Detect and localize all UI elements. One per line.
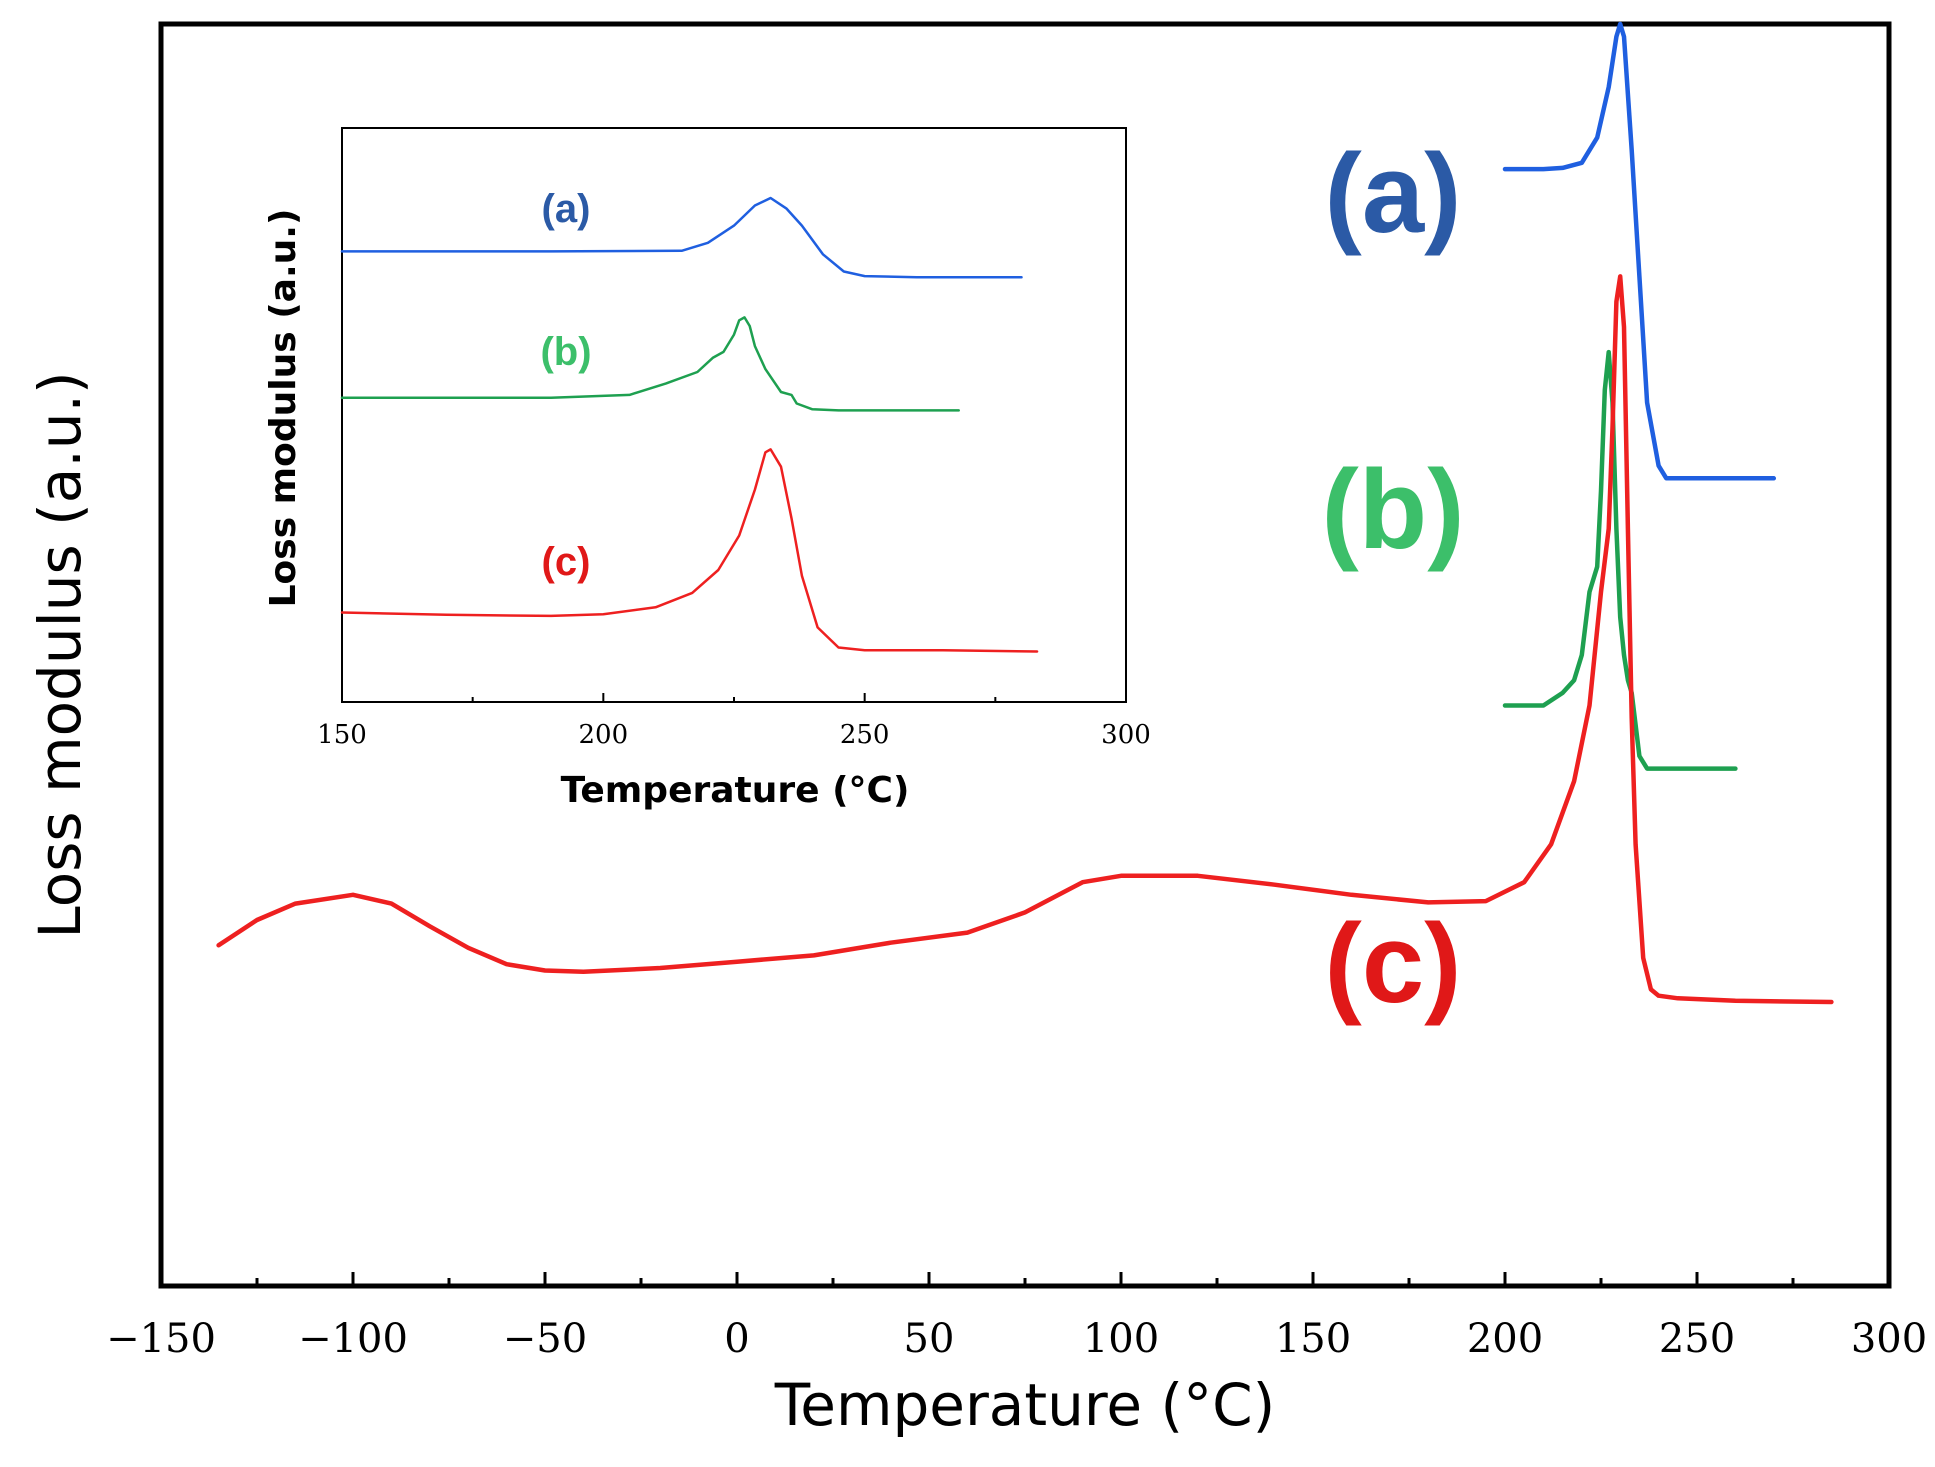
main-series-labels: (a) (b) (c) <box>1321 131 1464 1026</box>
inset-series-line-a <box>340 196 1023 279</box>
inset-series-label-a: (a) <box>542 187 591 231</box>
inset-series-group <box>340 196 1039 653</box>
main-y-axis-title: Loss modulus (a.u.) <box>26 371 94 938</box>
main-series-line-c <box>216 274 1834 1005</box>
inset-series-labels: (a) (b) (c) <box>540 187 591 584</box>
main-x-tick-label: −150 <box>106 1316 216 1362</box>
main-x-tick-label: 50 <box>904 1316 955 1362</box>
inset-x-tick-label: 200 <box>579 720 629 750</box>
inset-series-label-b: (b) <box>540 330 591 374</box>
main-x-tick-label: 0 <box>724 1316 749 1362</box>
inset-y-axis-title: Loss modulus (a.u.) <box>263 209 304 608</box>
main-x-tick-label: 200 <box>1467 1316 1543 1362</box>
main-x-tick-label: −100 <box>298 1316 408 1362</box>
main-plot: −150 −100 −50 0 50 100 150 200 250 300 (a)(b)(c) … <box>26 21 1927 1439</box>
main-x-ticks: −150 −100 −50 0 50 100 150 200 250 300 <box>106 1272 1927 1362</box>
main-x-tick-label: 300 <box>1851 1316 1927 1362</box>
inset-series-line-b <box>340 316 960 412</box>
inset-plot: 150 200 250 300 (a)(b)(c) Temperature (°C) … <box>263 127 1151 811</box>
inset-x-axis-title: Temperature (°C) <box>561 770 910 811</box>
inset-x-tick-label: 300 <box>1101 720 1151 750</box>
main-x-tick-label: 250 <box>1659 1316 1735 1362</box>
main-series-group <box>216 21 1834 1005</box>
main-x-tick-label: 150 <box>1275 1316 1351 1362</box>
inset-x-tick-label: 150 <box>317 720 367 750</box>
inset-series-line-c <box>340 448 1039 653</box>
inset-series-label-c: (c) <box>542 540 591 584</box>
inset-x-tick-label: 250 <box>840 720 890 750</box>
main-series-label-b: (b) <box>1321 447 1464 572</box>
main-x-tick-label: 100 <box>1083 1316 1159 1362</box>
main-series-line-a <box>1502 21 1777 481</box>
main-x-axis-title: Temperature (°C) <box>774 1371 1276 1439</box>
main-series-label-a: (a) <box>1325 131 1462 256</box>
main-series-label-c: (c) <box>1325 901 1462 1026</box>
inset-plot-frame <box>341 127 1127 703</box>
inset-x-ticks: 150 200 250 300 <box>317 693 1151 750</box>
main-x-tick-label: −50 <box>503 1316 587 1362</box>
